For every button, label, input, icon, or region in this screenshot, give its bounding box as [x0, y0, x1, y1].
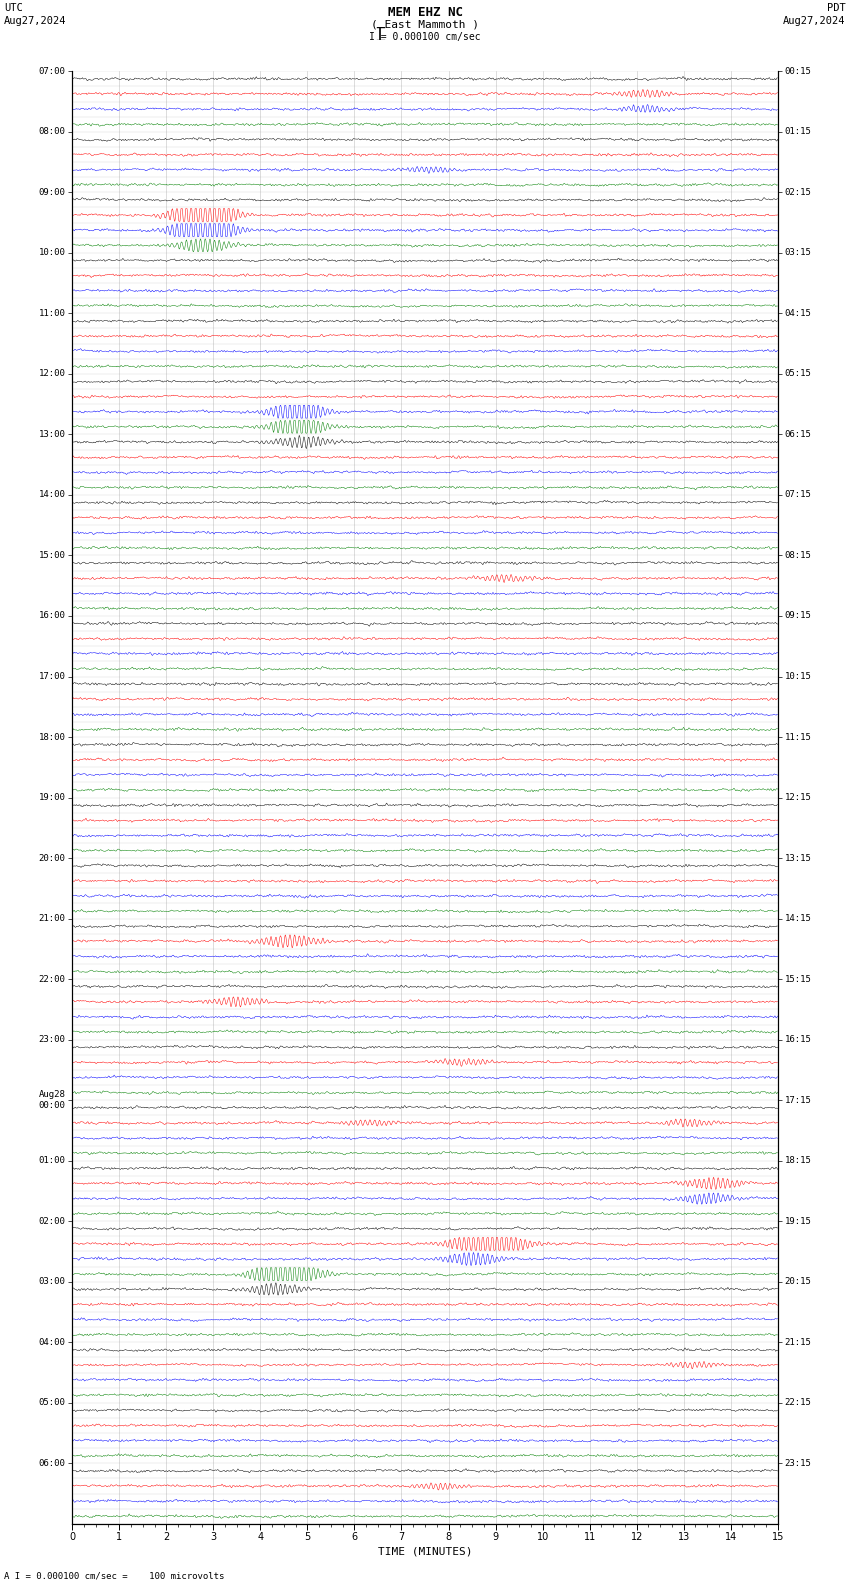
Text: PDT: PDT	[827, 3, 846, 13]
Text: I = 0.000100 cm/sec: I = 0.000100 cm/sec	[369, 32, 481, 41]
Text: Aug27,2024: Aug27,2024	[783, 16, 846, 25]
Text: UTC: UTC	[4, 3, 23, 13]
Text: Aug27,2024: Aug27,2024	[4, 16, 67, 25]
Text: A I = 0.000100 cm/sec =    100 microvolts: A I = 0.000100 cm/sec = 100 microvolts	[4, 1571, 224, 1581]
Text: ( East Mammoth ): ( East Mammoth )	[371, 19, 479, 29]
Text: MEM EHZ NC: MEM EHZ NC	[388, 6, 462, 19]
X-axis label: TIME (MINUTES): TIME (MINUTES)	[377, 1546, 473, 1557]
